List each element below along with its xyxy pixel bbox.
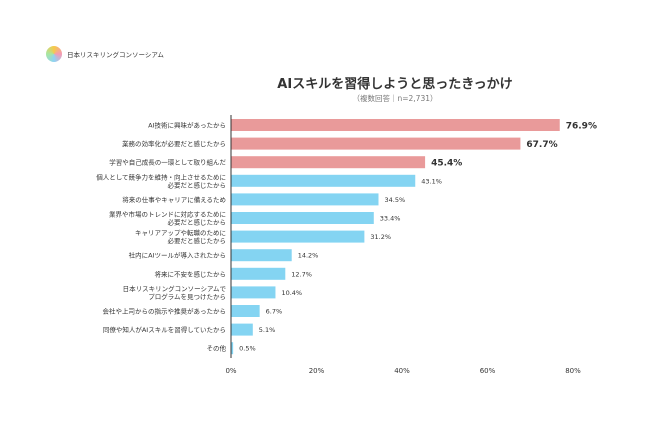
category-label: 日本リスキリングコンソーシアムで [123,284,227,293]
category-label: 同僚や知人がAIスキルを習得していたから [103,325,226,334]
category-label: 業務の効率化が必要だと感じたから [122,139,226,148]
bar [231,174,416,187]
data-label: 0.5% [239,345,256,353]
category-label: 将来の仕事やキャリアに備えるため [122,195,226,204]
data-label: 67.7% [526,140,557,150]
bar [231,156,426,169]
data-label: 14.2% [298,252,319,260]
category-label: 必要だと感じたから [168,236,227,245]
data-label: 31.2% [370,233,391,241]
bar [231,249,292,262]
x-tick-label: 80% [565,367,581,375]
category-label: 学習や自己成長の一環として取り組んだ [109,158,226,167]
data-label: 6.7% [266,308,283,316]
category-label: AI技術に興味があったから [148,121,226,130]
category-label: 将来に不安を感じたから [155,269,227,278]
bar [231,212,374,224]
data-label: 34.5% [384,196,405,204]
category-label: 必要だと感じたから [168,180,227,189]
bar [231,119,560,131]
bar [231,305,260,317]
category-label: 社内にAIツールが導入されたから [129,251,226,260]
bar [231,137,521,150]
bar [231,193,379,206]
x-tick-label: 60% [480,367,496,375]
bar [231,286,276,299]
data-label: 45.4% [431,159,462,169]
x-tick-label: 20% [309,367,325,375]
x-tick-label: 40% [394,367,410,375]
category-label: 業界や市場のトレンドに対応するために [109,210,226,219]
bar [231,267,286,280]
data-label: 33.4% [380,215,401,223]
category-label: その他 [207,344,227,353]
data-label: 12.7% [291,270,312,278]
data-label: 43.1% [421,177,442,185]
category-label: キャリアアップや転職のために [135,228,226,237]
data-label: 76.9% [566,122,597,132]
brand-name: 日本リスキリングコンソーシアム [67,51,164,59]
category-label: 必要だと感じたから [168,218,227,227]
bar [231,323,253,336]
category-label: 個人として競争力を維持・向上させるために [96,172,226,181]
logo-icon [46,46,62,62]
chart-subtitle: （複数回答｜n=2,731） [352,94,438,103]
category-label: 会社や上司からの指示や推奨があったから [103,307,227,316]
data-label: 5.1% [259,326,276,334]
data-label: 10.4% [281,289,302,297]
x-tick-label: 0% [225,367,236,375]
chart-title: AIスキルを習得しようと思ったきっかけ [277,77,513,92]
bar [231,230,365,243]
bar [231,342,234,355]
category-label: プログラムを見つけたから [148,292,226,301]
